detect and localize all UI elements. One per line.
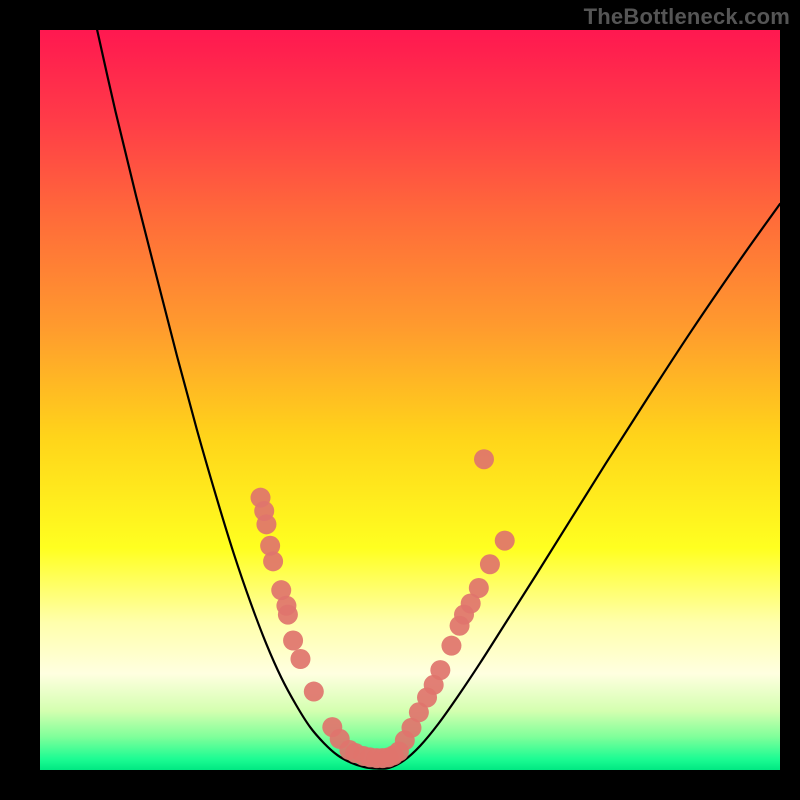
data-marker bbox=[430, 660, 450, 680]
chart-root: TheBottleneck.com bbox=[0, 0, 800, 800]
data-marker bbox=[480, 554, 500, 574]
data-marker bbox=[495, 531, 515, 551]
data-marker bbox=[469, 578, 489, 598]
data-marker bbox=[256, 514, 276, 534]
data-marker bbox=[263, 551, 283, 571]
data-marker bbox=[278, 605, 298, 625]
data-marker bbox=[283, 631, 303, 651]
watermark-text: TheBottleneck.com bbox=[584, 4, 790, 30]
data-marker bbox=[290, 649, 310, 669]
data-marker bbox=[441, 636, 461, 656]
data-marker bbox=[474, 449, 494, 469]
data-marker bbox=[304, 682, 324, 702]
bottleneck-curve-chart bbox=[0, 0, 800, 800]
gradient-background bbox=[40, 30, 780, 770]
